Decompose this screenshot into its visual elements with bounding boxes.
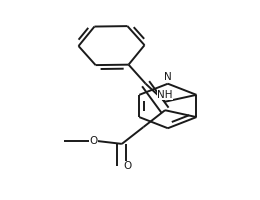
Text: N: N: [164, 72, 172, 82]
Text: O: O: [89, 136, 98, 146]
Text: NH: NH: [157, 90, 173, 100]
Text: O: O: [124, 161, 132, 171]
